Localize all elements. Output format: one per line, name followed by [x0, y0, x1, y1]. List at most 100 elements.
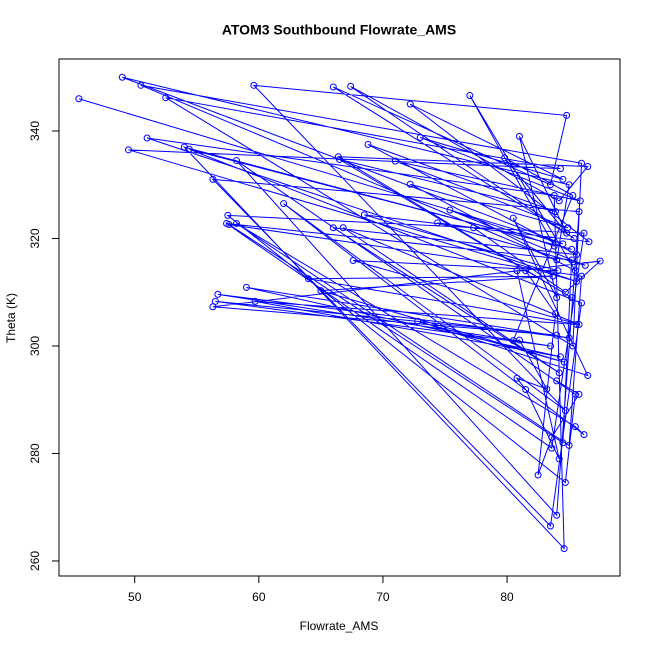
point	[329, 83, 337, 91]
point	[549, 272, 557, 280]
point	[280, 200, 288, 208]
point	[522, 267, 530, 275]
point	[573, 251, 581, 259]
point	[470, 224, 478, 232]
point	[551, 208, 559, 216]
point	[211, 297, 219, 305]
point	[232, 157, 240, 165]
point	[573, 277, 581, 285]
point	[185, 145, 193, 153]
y-tick-label: 280	[28, 443, 42, 463]
point	[543, 385, 551, 393]
point	[584, 162, 592, 170]
point	[553, 331, 561, 339]
point	[522, 386, 530, 394]
point	[571, 390, 579, 398]
point	[563, 111, 571, 119]
point	[565, 334, 573, 342]
point	[556, 165, 564, 173]
y-tick-label: 320	[28, 228, 42, 248]
point	[571, 267, 579, 275]
point	[391, 157, 399, 165]
point	[568, 256, 576, 264]
point	[143, 134, 151, 142]
point	[162, 94, 170, 102]
point	[565, 181, 573, 189]
point	[225, 221, 233, 229]
point	[336, 155, 343, 163]
x-tick-label: 70	[376, 590, 390, 604]
point	[548, 444, 556, 452]
point	[364, 140, 372, 148]
point	[329, 224, 337, 232]
point	[568, 294, 576, 302]
point	[585, 238, 593, 246]
point	[224, 211, 232, 219]
point	[565, 441, 573, 449]
point	[563, 229, 571, 237]
point	[573, 320, 581, 328]
point	[553, 256, 561, 264]
point	[317, 287, 325, 295]
point	[416, 133, 424, 141]
point	[551, 310, 559, 318]
point	[125, 146, 133, 154]
point	[137, 81, 145, 89]
point	[349, 257, 357, 265]
point	[546, 181, 554, 189]
point	[559, 439, 567, 447]
point	[360, 211, 368, 219]
point	[555, 197, 563, 205]
x-tick-label: 80	[500, 590, 514, 604]
point	[571, 423, 579, 431]
point	[575, 320, 583, 328]
point	[509, 214, 517, 222]
x-tick-label: 50	[128, 590, 142, 604]
point	[576, 197, 584, 205]
point	[580, 229, 588, 237]
point	[584, 372, 592, 380]
point	[515, 132, 523, 140]
chart-title: ATOM3 Southbound Flowrate_AMS	[222, 22, 456, 38]
point	[554, 267, 562, 275]
point	[548, 433, 556, 441]
point	[232, 219, 240, 227]
point	[250, 81, 258, 89]
point	[414, 317, 422, 325]
y-tick-label: 340	[28, 121, 42, 141]
point	[569, 192, 577, 200]
y-tick-label: 300	[28, 336, 42, 356]
point	[561, 478, 569, 486]
point	[251, 297, 259, 305]
point	[513, 374, 521, 382]
point	[561, 406, 569, 414]
point	[434, 219, 442, 227]
point	[339, 224, 347, 232]
point	[513, 267, 521, 275]
point	[501, 154, 509, 162]
point	[556, 353, 564, 361]
point	[555, 455, 563, 463]
point	[578, 299, 586, 307]
point	[569, 342, 577, 350]
point	[546, 522, 554, 530]
point	[553, 294, 561, 302]
point	[559, 240, 567, 248]
point	[560, 358, 568, 366]
point	[209, 175, 217, 183]
x-tick-label: 60	[252, 590, 266, 604]
point	[550, 192, 558, 200]
point	[561, 288, 569, 296]
point	[446, 206, 454, 214]
point	[546, 342, 554, 350]
point	[515, 336, 523, 344]
point	[550, 242, 558, 250]
y-axis-label: Theta (K)	[4, 293, 18, 343]
point	[347, 82, 355, 90]
point	[555, 369, 563, 377]
series-line	[78, 76, 602, 550]
point	[242, 283, 250, 291]
point	[466, 92, 474, 100]
